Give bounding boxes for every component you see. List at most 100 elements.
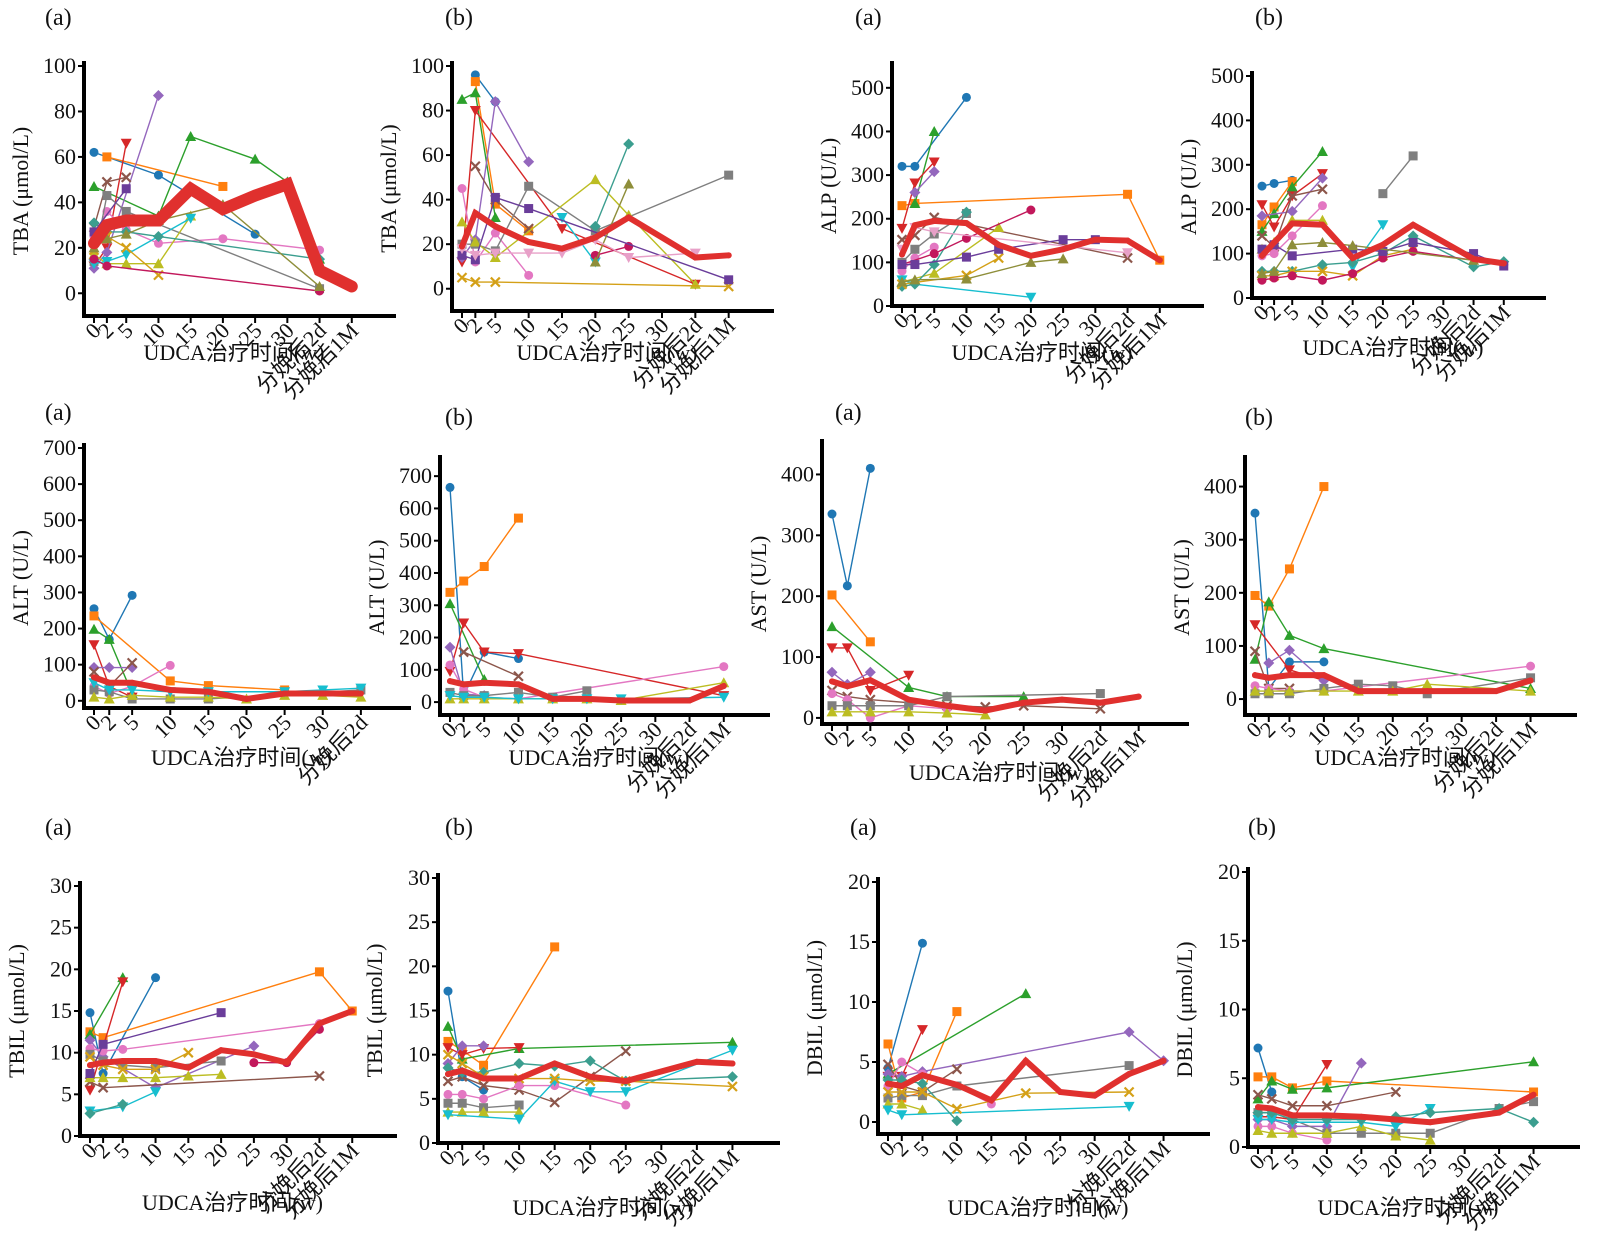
data-point xyxy=(917,1086,928,1098)
data-point xyxy=(151,973,161,983)
series-p10 xyxy=(882,1101,1135,1121)
data-point xyxy=(249,1058,259,1068)
series-line xyxy=(888,1091,1130,1110)
series-p3 xyxy=(1249,596,1537,693)
data-point xyxy=(443,986,453,996)
data-point xyxy=(88,666,100,678)
data-point xyxy=(489,248,501,259)
data-point xyxy=(85,1008,95,1018)
mean-point xyxy=(481,679,488,686)
mean-point xyxy=(622,1078,629,1085)
mean-point xyxy=(459,243,465,250)
data-point xyxy=(1317,266,1328,277)
y-tick-label: 100 xyxy=(411,53,444,78)
data-point xyxy=(150,1072,162,1083)
mean-point xyxy=(205,688,212,695)
mean-series xyxy=(447,678,727,704)
data-point xyxy=(1286,239,1298,250)
data-point xyxy=(120,258,132,269)
y-tick-label: 500 xyxy=(851,75,884,100)
data-point xyxy=(524,204,534,214)
data-point xyxy=(1424,1134,1436,1145)
y-tick-label: 20 xyxy=(50,956,72,981)
x-tick-label: 20 xyxy=(225,710,258,743)
mean-series xyxy=(87,1008,356,1071)
data-point xyxy=(726,1045,738,1056)
data-point xyxy=(117,1064,129,1075)
data-point xyxy=(249,153,261,164)
x-tick-label: 15 xyxy=(1340,1149,1373,1182)
data-point xyxy=(1020,988,1032,999)
data-point xyxy=(102,152,112,162)
y-tick-label: 5 xyxy=(859,1049,870,1074)
x-axis-title: UDCA治疗时间(w) xyxy=(151,745,332,770)
data-point xyxy=(864,706,876,717)
data-point xyxy=(101,246,113,258)
data-point xyxy=(897,260,907,270)
series-line xyxy=(448,1102,520,1109)
data-point xyxy=(1268,208,1280,219)
x-tick-label: 15 xyxy=(970,1136,1003,1169)
series-line xyxy=(1261,173,1323,229)
data-point xyxy=(1390,1086,1402,1098)
mean-point xyxy=(911,222,918,229)
mean-point xyxy=(995,241,1002,248)
data-point xyxy=(88,691,100,702)
data-point xyxy=(458,646,469,658)
data-point xyxy=(550,942,560,952)
data-point xyxy=(456,216,468,227)
panel-label: (a) xyxy=(855,5,882,31)
mean-point xyxy=(1320,672,1327,679)
y-tick-label: 20 xyxy=(848,869,870,894)
data-point xyxy=(1286,1083,1298,1094)
mean-line xyxy=(885,1056,1167,1105)
data-point xyxy=(479,1060,489,1070)
data-point xyxy=(841,643,853,654)
series-p4 xyxy=(896,157,940,234)
data-point xyxy=(897,201,907,211)
panel-label: (b) xyxy=(445,405,473,431)
mean-point xyxy=(549,695,556,702)
series-line xyxy=(89,981,124,1091)
mean-point xyxy=(516,1075,523,1082)
mean-point xyxy=(152,1058,159,1064)
data-point xyxy=(1355,1057,1367,1069)
data-point xyxy=(917,938,927,948)
data-point xyxy=(928,157,940,168)
data-point xyxy=(1253,1043,1263,1053)
mean-point xyxy=(729,1060,736,1067)
data-point xyxy=(126,662,138,674)
data-point xyxy=(1316,172,1328,184)
data-point xyxy=(89,611,99,621)
mean-point xyxy=(480,1075,487,1082)
mean-point xyxy=(1286,672,1293,679)
data-point xyxy=(549,1073,560,1084)
mean-point xyxy=(583,695,590,702)
data-point xyxy=(1018,691,1030,702)
series-p4 xyxy=(84,977,129,1096)
data-point xyxy=(103,633,115,644)
series-line xyxy=(1261,151,1323,232)
data-point xyxy=(726,1036,738,1047)
data-point xyxy=(120,138,132,149)
data-point xyxy=(513,513,523,523)
data-point xyxy=(724,275,734,285)
data-point xyxy=(727,1081,738,1092)
mean-point xyxy=(905,696,912,703)
data-point xyxy=(1287,231,1297,241)
data-point xyxy=(98,1033,108,1043)
data-point xyxy=(951,1103,963,1115)
data-point xyxy=(1469,249,1479,259)
data-point xyxy=(1263,657,1275,669)
x-tick-label: 5 xyxy=(470,717,495,742)
data-point xyxy=(1283,685,1295,696)
data-point xyxy=(1390,1130,1402,1141)
data-point xyxy=(1378,246,1388,256)
data-point xyxy=(960,206,972,218)
data-point xyxy=(443,1098,453,1108)
mean-point xyxy=(87,1062,93,1069)
data-point xyxy=(150,1064,161,1075)
y-tick-label: 80 xyxy=(54,98,76,123)
series-line xyxy=(449,517,520,593)
